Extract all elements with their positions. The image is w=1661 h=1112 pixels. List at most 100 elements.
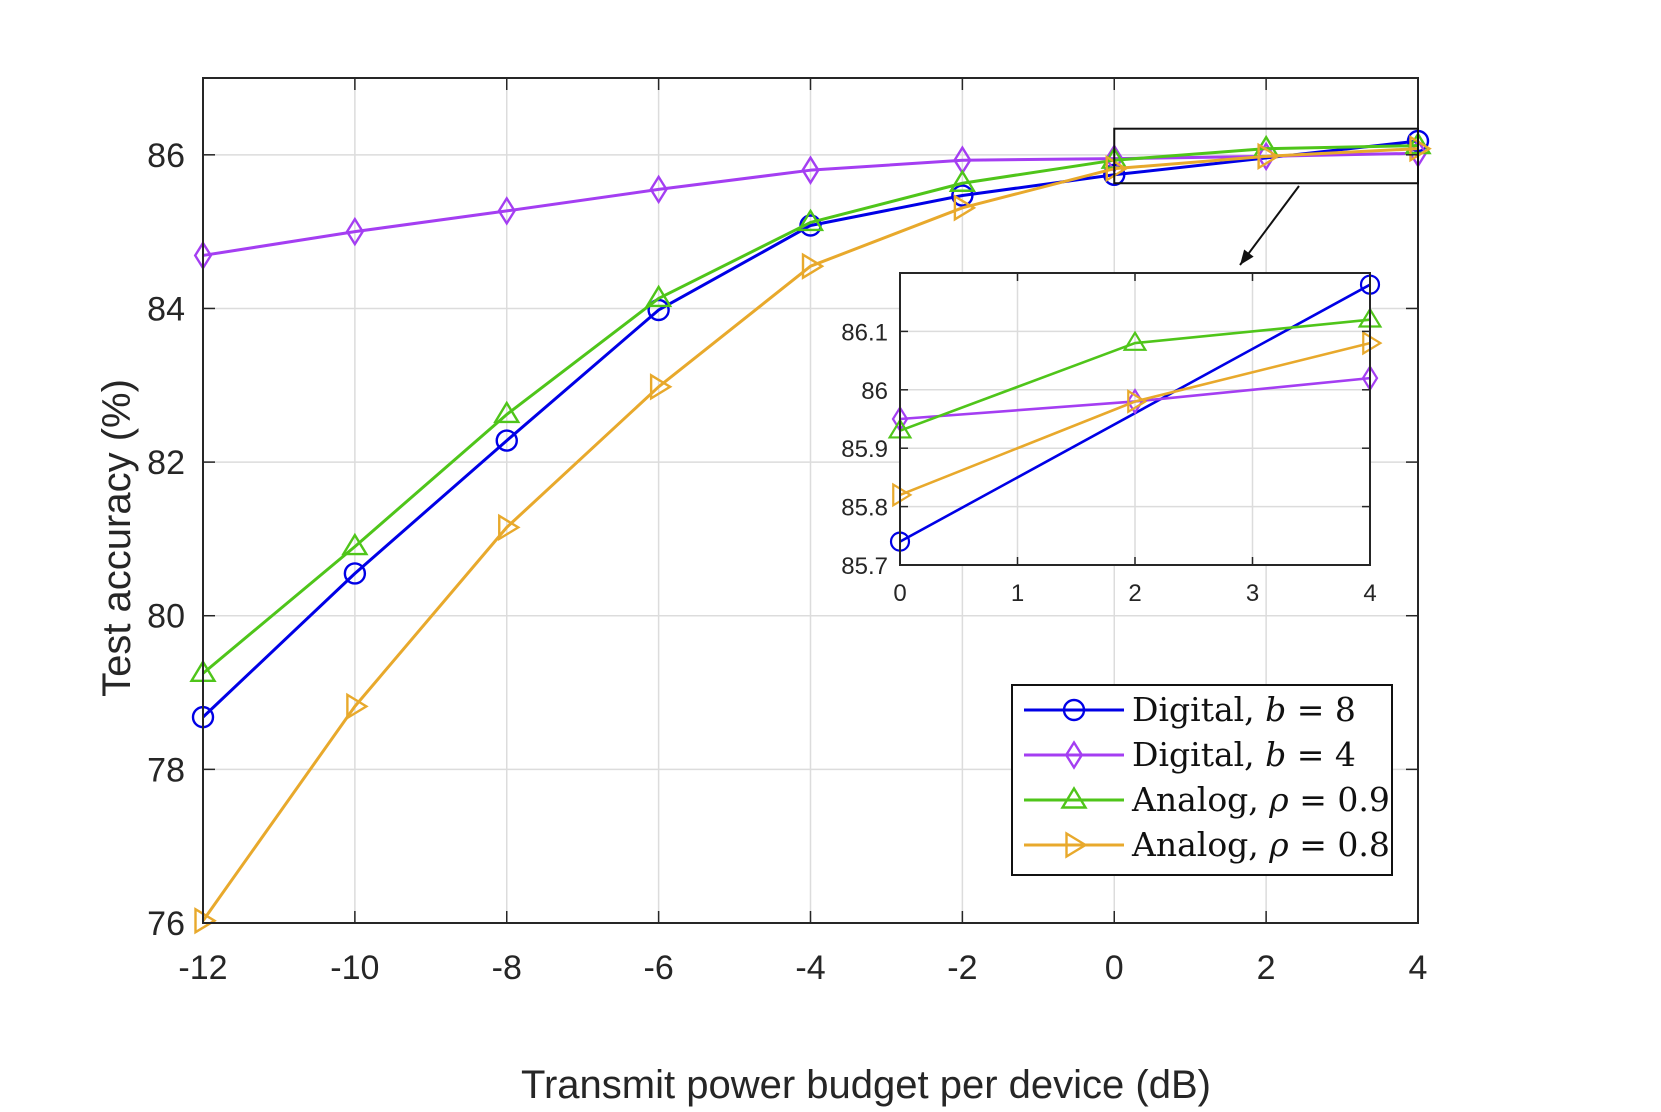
series-line-analog-rho08 <box>201 147 1419 922</box>
zoom-arrow-head <box>1240 249 1254 265</box>
data-point-analog-rho08 <box>498 513 521 542</box>
legend-label-analog-rho08: Analog, ρ = 0.8 <box>1131 825 1390 864</box>
main-y-tick-label: 80 <box>147 598 185 636</box>
inset-y-tick-label: 86.1 <box>841 319 888 346</box>
main-x-tick-label: 2 <box>1257 949 1276 987</box>
legend-label-variable: b <box>1265 690 1286 729</box>
series-analog-rho08 <box>892 330 1383 508</box>
inset-y-tick-label: 85.9 <box>841 436 888 463</box>
data-point-analog-rho08 <box>194 907 217 935</box>
main-ticks <box>202 78 1419 924</box>
zoom-arrow-line <box>1239 185 1300 266</box>
inset-y-tick-label: 85.8 <box>841 495 888 522</box>
legend-marker-analog-rho08 <box>1065 831 1088 859</box>
data-point-digital-b8 <box>495 429 518 452</box>
data-point-digital-b4 <box>649 174 668 205</box>
data-point-analog-rho08 <box>346 692 369 721</box>
series-line-analog-rho09 <box>899 318 1371 432</box>
main-series <box>189 129 1432 935</box>
data-point-analog-rho08 <box>953 194 977 222</box>
main-x-tick-label: -10 <box>330 949 379 987</box>
inset-y-tick-label: 85.7 <box>841 553 888 580</box>
main-x-tick-label: -2 <box>947 949 977 987</box>
data-point-analog-rho09 <box>948 169 977 192</box>
legend-entry-analog-rho09: Analog, ρ = 0.9 <box>1024 780 1390 819</box>
series-analog-rho09 <box>189 131 1432 683</box>
legend-entry-analog-rho08: Analog, ρ = 0.8 <box>1024 825 1390 864</box>
data-point-analog-rho08 <box>1409 135 1432 163</box>
inset-x-tick-label: 2 <box>1128 580 1141 607</box>
legend-marker-digital-b4 <box>1064 740 1084 770</box>
legend-label-value: = 8 <box>1286 690 1356 729</box>
inset-x-tick-label: 3 <box>1246 580 1259 607</box>
legend-label-prefix: Digital, <box>1132 690 1265 729</box>
inset-y-tick-labels: 85.7 85.8 85.9 86 86.1 <box>841 319 888 580</box>
main-y-tick-label: 82 <box>147 444 185 482</box>
data-point-analog-rho09 <box>1122 330 1148 351</box>
data-point-analog-rho08 <box>1127 389 1148 414</box>
x-axis-title: Transmit power budget per device (dB) <box>521 1063 1211 1107</box>
legend-box <box>1011 684 1393 876</box>
series-analog-rho08 <box>194 135 1432 935</box>
y-tick-labels: 76 78 80 82 84 86 <box>147 137 185 943</box>
legend-label-value: = 0.8 <box>1289 825 1390 864</box>
legend-label-analog-rho09: Analog, ρ = 0.9 <box>1131 780 1390 819</box>
main-y-tick-label: 76 <box>147 905 185 943</box>
legend-label-variable: ρ <box>1268 780 1289 819</box>
y-axis-title: Test accuracy (%) <box>95 379 139 697</box>
data-point-analog-rho08 <box>649 373 673 401</box>
series-line-digital-b8 <box>201 139 1419 719</box>
main-x-tick-label: -4 <box>795 949 825 987</box>
legend-label-variable: b <box>1265 735 1286 774</box>
legend-label-value: = 0.9 <box>1289 780 1390 819</box>
data-point-digital-b4 <box>345 216 365 247</box>
main-x-tick-label: -6 <box>644 949 674 987</box>
legend-label-value: = 4 <box>1286 735 1356 774</box>
main-x-tick-label: 0 <box>1105 949 1124 987</box>
legend-marker-digital-b8 <box>1062 698 1086 722</box>
data-point-analog-rho09 <box>493 400 521 424</box>
main-x-tick-label: -12 <box>178 949 227 987</box>
data-point-digital-b8 <box>951 184 974 207</box>
data-point-analog-rho09 <box>341 532 369 556</box>
inset-x-tick-label: 0 <box>893 580 906 607</box>
main-x-tick-label: 4 <box>1409 949 1428 987</box>
series-line-digital-b4 <box>202 151 1419 257</box>
data-point-analog-rho08 <box>1105 155 1129 183</box>
data-point-analog-rho08 <box>1257 142 1280 170</box>
legend-marker-analog-rho09 <box>1060 786 1088 809</box>
series-line-analog-rho09 <box>202 144 1419 675</box>
legend-entry-digital-b4: Digital, b = 4 <box>1024 735 1356 774</box>
inset-x-tick-label: 1 <box>1011 580 1024 607</box>
legend-entry-digital-b8: Digital, b = 8 <box>1024 690 1356 729</box>
legend-label-digital-b8: Digital, b = 8 <box>1132 690 1356 729</box>
data-point-analog-rho08 <box>892 482 913 508</box>
data-point-digital-b4 <box>801 155 820 185</box>
data-point-analog-rho08 <box>801 252 825 280</box>
inset-x-tick-labels: 0 1 2 3 4 <box>893 580 1376 607</box>
data-point-digital-b4 <box>497 196 516 226</box>
legend-label-prefix: Analog, <box>1131 825 1269 864</box>
zoom-arrow <box>1239 185 1300 266</box>
legend-label-variable: ρ <box>1268 825 1289 864</box>
inset-ticks <box>899 273 1371 566</box>
data-point-analog-rho08 <box>1362 330 1383 356</box>
legend-label-digital-b4: Digital, b = 4 <box>1132 735 1356 774</box>
data-point-digital-b8 <box>343 562 367 585</box>
main-x-tick-label: -8 <box>492 949 522 987</box>
inset-y-tick-label: 86 <box>861 378 888 405</box>
data-point-analog-rho09 <box>644 284 673 308</box>
main-y-tick-label: 84 <box>147 290 185 328</box>
data-point-analog-rho09 <box>796 208 825 232</box>
main-y-tick-label: 86 <box>147 137 185 175</box>
inset-axes: 0 1 2 3 4 85.7 85.8 85.9 86 86.1 <box>841 272 1383 607</box>
zoom-region-box <box>1113 127 1419 185</box>
main-y-tick-label: 78 <box>147 751 185 789</box>
series-line-analog-rho08 <box>899 341 1371 497</box>
inset-x-tick-label: 4 <box>1363 580 1376 607</box>
legend-label-prefix: Digital, <box>1132 735 1265 774</box>
